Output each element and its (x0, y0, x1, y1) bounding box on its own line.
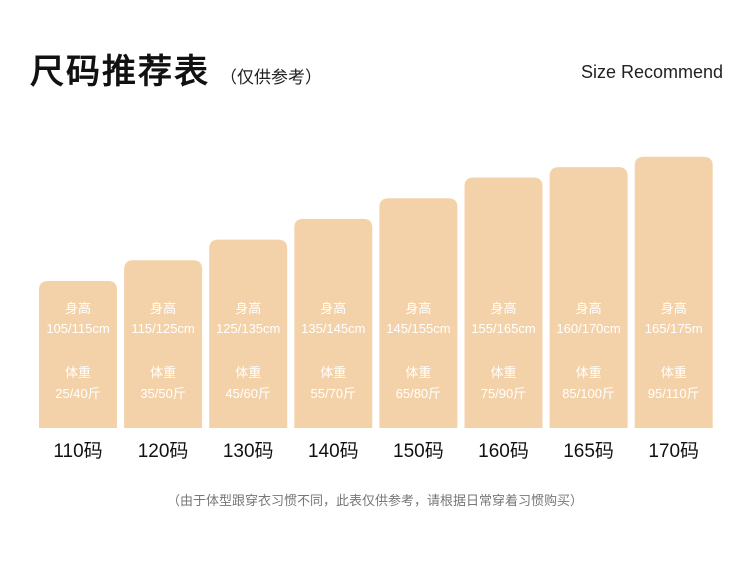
weight-range: 55/70斤 (311, 386, 357, 401)
size-bar (209, 239, 288, 428)
weight-range: 25/40斤 (55, 386, 101, 401)
weight-label: 体重 (320, 365, 346, 380)
size-bar (379, 198, 458, 428)
size-bar (39, 281, 117, 428)
page-subtitle: （仅供参考） (220, 68, 322, 87)
height-range: 105/115cm (46, 321, 109, 336)
weight-label: 体重 (661, 365, 687, 380)
size-bar (549, 167, 628, 428)
weight-range: 65/80斤 (396, 386, 442, 401)
height-range: 135/145cm (301, 321, 365, 336)
size-label: 120码 (138, 441, 189, 462)
page-title: 尺码推荐表 (30, 53, 210, 91)
height-label: 身高 (490, 301, 516, 316)
height-label: 身高 (576, 301, 602, 316)
height-label: 身高 (235, 301, 261, 316)
weight-range: 75/90斤 (481, 386, 527, 401)
weight-label: 体重 (576, 365, 602, 380)
weight-label: 体重 (235, 365, 261, 380)
size-chart: 身高 105/115cm 体重 25/40斤 110码 身高 115/125cm 体重 35/5… (39, 156, 713, 462)
height-range: 165/175m (645, 321, 703, 336)
height-range: 125/135cm (216, 321, 280, 336)
weight-label: 体重 (405, 365, 431, 380)
footnote: （由于体型跟穿衣习惯不同，此表仅供参考，请根据日常穿着习惯购买） (166, 493, 583, 508)
weight-range: 45/60斤 (225, 386, 271, 401)
weight-range: 35/50斤 (140, 386, 186, 401)
size-bar (124, 260, 203, 428)
weight-label: 体重 (150, 365, 176, 380)
size-label: 160码 (478, 441, 529, 462)
size-bar (464, 177, 543, 428)
size-label: 140码 (308, 441, 359, 462)
height-range: 155/165cm (471, 321, 535, 336)
size-bar (634, 156, 713, 429)
size-label: 165码 (563, 441, 614, 462)
height-range: 145/155cm (386, 321, 450, 336)
height-label: 身高 (150, 301, 176, 316)
height-label: 身高 (405, 301, 431, 316)
size-label: 130码 (223, 441, 274, 462)
height-label: 身高 (320, 301, 346, 316)
weight-label: 体重 (65, 365, 91, 380)
english-title: Size Recommend (580, 62, 723, 82)
height-range: 160/170cm (556, 321, 620, 336)
title-row: 尺码推荐表 （仅供参考） (30, 44, 322, 93)
height-label: 身高 (661, 301, 687, 316)
weight-range: 85/100斤 (562, 386, 615, 401)
size-label: 170码 (648, 441, 699, 462)
weight-label: 体重 (490, 365, 516, 380)
height-range: 115/125cm (131, 321, 194, 336)
weight-range: 95/110斤 (648, 386, 700, 401)
size-bar (294, 218, 373, 428)
size-label: 150码 (393, 441, 444, 462)
height-label: 身高 (65, 301, 91, 316)
size-label: 110码 (53, 441, 102, 462)
